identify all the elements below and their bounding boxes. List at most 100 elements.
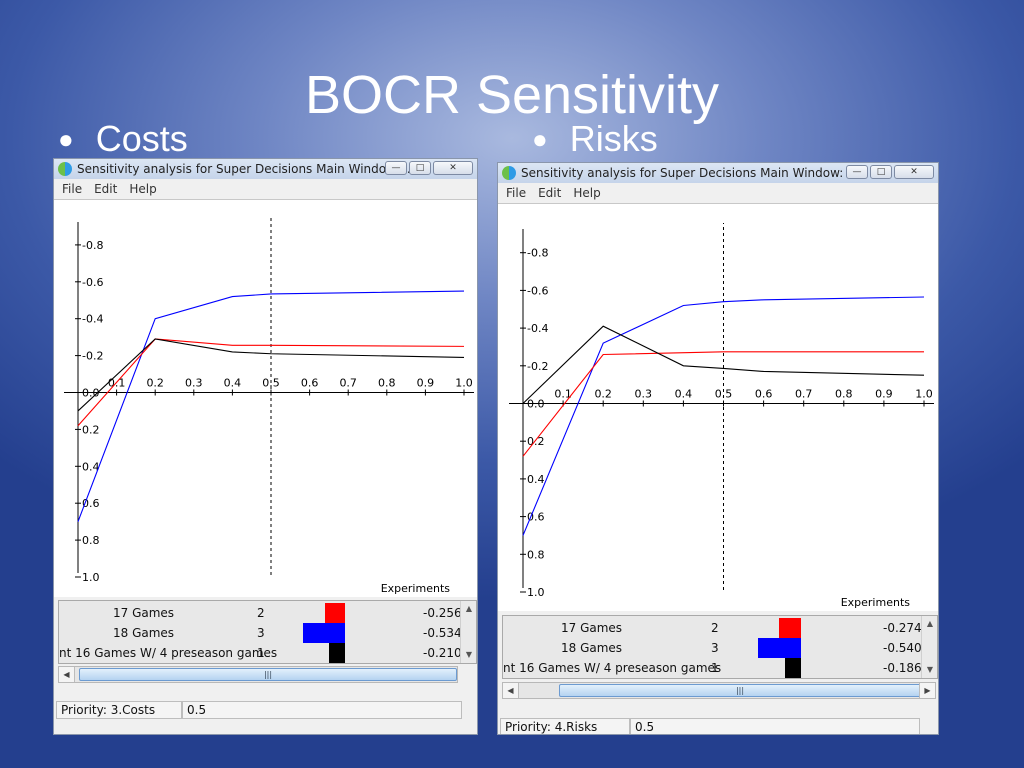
y-tick-label: 1.0 bbox=[82, 571, 100, 584]
legend-num: 3 bbox=[257, 626, 265, 640]
legend-value: -0.540 bbox=[883, 641, 922, 655]
sensitivity-window-costs: Sensitivity analysis for Super Decisions… bbox=[53, 158, 478, 735]
horizontal-scrollbar[interactable]: ◀ ||| bbox=[58, 666, 458, 683]
y-tick-label: -0.2 bbox=[82, 350, 103, 363]
legend-num: 2 bbox=[711, 621, 719, 635]
legend-label: 18 Games bbox=[561, 641, 623, 655]
bullet-risks: ● Risks bbox=[532, 118, 658, 160]
legend-row[interactable]: 18 Games 3 -0.534 bbox=[59, 623, 462, 643]
x-axis-label: Experiments bbox=[381, 582, 451, 595]
legend-label: 17 Games bbox=[561, 621, 623, 635]
legend-row[interactable]: nt 16 Games W/ 4 preseason games 1 -0.18… bbox=[503, 658, 922, 678]
menu-help[interactable]: Help bbox=[573, 186, 601, 200]
legend-swatch-blue bbox=[303, 623, 345, 643]
series-line-1 bbox=[522, 351, 924, 457]
x-tick-label: 0.9 bbox=[417, 377, 435, 390]
series-line-0 bbox=[77, 290, 465, 522]
menu-bar: File Edit Help bbox=[498, 183, 938, 203]
slide-title: BOCR Sensitivity bbox=[304, 65, 720, 125]
menu-file[interactable]: File bbox=[62, 182, 83, 196]
legend-vertical-scrollbar[interactable]: ▲ ▼ bbox=[921, 616, 937, 678]
y-tick-label: -0.8 bbox=[82, 239, 103, 252]
menu-edit[interactable]: Edit bbox=[538, 186, 562, 200]
x-tick-label: 0.2 bbox=[146, 377, 164, 390]
legend-num: 1 bbox=[711, 661, 719, 675]
y-tick-label: 0.4 bbox=[82, 460, 100, 473]
legend-label: nt 16 Games W/ 4 preseason games bbox=[503, 661, 722, 675]
sensitivity-plot-area[interactable]: 1.0 0.8 0.6 0.4 0.2 0.0 -0.2 -0.4 -0.6 -0.8 0.1 0.2… bbox=[498, 203, 938, 611]
menu-file[interactable]: File bbox=[506, 186, 527, 200]
x-tick-label: 0.6 bbox=[755, 388, 773, 401]
bullet-dot-icon: ● bbox=[58, 123, 74, 154]
x-tick-label: 0.3 bbox=[185, 377, 203, 390]
maximize-icon[interactable]: □ bbox=[409, 161, 431, 175]
legend-value: -0.210 bbox=[423, 646, 462, 660]
legend-row[interactable]: 17 Games 2 -0.256 bbox=[59, 603, 462, 623]
menu-bar: File Edit Help bbox=[54, 179, 477, 199]
bullet-dot-icon: ● bbox=[532, 123, 548, 154]
scrollbar-thumb[interactable]: ||| bbox=[79, 668, 457, 681]
y-tick-label: 0.4 bbox=[527, 473, 545, 486]
legend-swatch-blue bbox=[758, 638, 801, 658]
scroll-left-icon[interactable]: ◀ bbox=[503, 683, 519, 698]
x-axis-label: Experiments bbox=[841, 596, 911, 609]
legend-swatch-red bbox=[779, 618, 801, 638]
bullet-costs: ● Costs bbox=[58, 118, 188, 160]
legend-swatch-red bbox=[325, 603, 345, 623]
x-tick-label: 0.4 bbox=[675, 388, 693, 401]
x-tick-label: 0.6 bbox=[301, 377, 319, 390]
x-tick-label: 0.9 bbox=[875, 388, 893, 401]
close-icon[interactable]: ✕ bbox=[894, 165, 934, 179]
y-tick-label: -0.6 bbox=[527, 284, 548, 297]
scroll-left-icon[interactable]: ◀ bbox=[59, 667, 75, 682]
scroll-up-icon[interactable]: ▲ bbox=[926, 619, 934, 628]
x-tick-label: 0.7 bbox=[795, 388, 813, 401]
maximize-icon[interactable]: □ bbox=[870, 165, 892, 179]
minimize-icon[interactable]: — bbox=[846, 165, 868, 179]
bullet-risks-label: Risks bbox=[569, 118, 658, 159]
menu-edit[interactable]: Edit bbox=[94, 182, 118, 196]
legend-label: 18 Games bbox=[113, 626, 175, 640]
series-line-0 bbox=[522, 296, 925, 536]
legend-panel: 17 Games 2 -0.274 18 Games 3 -0.540 nt 1… bbox=[502, 615, 938, 679]
horizontal-scrollbar[interactable]: ◀ ||| ▶ bbox=[502, 682, 936, 699]
minimize-icon[interactable]: — bbox=[385, 161, 407, 175]
menu-help[interactable]: Help bbox=[129, 182, 157, 196]
y-tick-label: 0.2 bbox=[527, 435, 545, 448]
x-tick-label: 0.2 bbox=[594, 388, 612, 401]
sensitivity-window-risks: Sensitivity analysis for Super Decisions… bbox=[497, 162, 939, 735]
window-title: Sensitivity analysis for Super Decisions… bbox=[77, 162, 415, 176]
scroll-up-icon[interactable]: ▲ bbox=[465, 604, 473, 613]
series-line-1 bbox=[77, 338, 465, 427]
status-bar: Priority: 3.Costs 0.5 bbox=[54, 701, 477, 719]
scroll-down-icon[interactable]: ▼ bbox=[465, 650, 473, 659]
legend-value: -0.186 bbox=[883, 661, 922, 675]
status-priority-value[interactable]: 0.5 bbox=[182, 701, 462, 719]
window-titlebar[interactable]: Sensitivity analysis for Super Decisions… bbox=[54, 159, 477, 179]
status-priority-label: Priority: 3.Costs bbox=[56, 701, 182, 719]
close-icon[interactable]: ✕ bbox=[433, 161, 473, 175]
status-priority-value[interactable]: 0.5 bbox=[630, 718, 920, 734]
sensitivity-plot-area[interactable]: 1.0 0.8 0.6 0.4 0.2 0.0 -0.2 -0.4 -0.6 -0.8 0.1 0.2… bbox=[54, 199, 477, 597]
window-titlebar[interactable]: Sensitivity analysis for Super Decisions… bbox=[498, 163, 938, 183]
scroll-right-icon[interactable]: ▶ bbox=[919, 683, 935, 698]
legend-row[interactable]: nt 16 Games W/ 4 preseason games 1 -0.21… bbox=[59, 643, 462, 663]
legend-row[interactable]: 17 Games 2 -0.274 bbox=[503, 618, 922, 638]
legend-num: 1 bbox=[257, 646, 265, 660]
x-tick-label: 0.3 bbox=[635, 388, 653, 401]
legend-row[interactable]: 18 Games 3 -0.540 bbox=[503, 638, 922, 658]
status-bar: Priority: 4.Risks 0.5 bbox=[498, 718, 938, 734]
scrollbar-thumb[interactable]: ||| bbox=[559, 684, 921, 697]
x-tick-label: 0.5 bbox=[715, 388, 733, 401]
legend-value: -0.274 bbox=[883, 621, 922, 635]
y-tick-label: -0.8 bbox=[527, 247, 548, 260]
legend-panel: 17 Games 2 -0.256 18 Games 3 -0.534 nt 1… bbox=[58, 600, 477, 664]
legend-num: 3 bbox=[711, 641, 719, 655]
x-tick-label: 1.0 bbox=[455, 377, 473, 390]
y-tick-label: -0.4 bbox=[82, 313, 103, 326]
y-tick-label: 0.8 bbox=[82, 534, 100, 547]
legend-vertical-scrollbar[interactable]: ▲ ▼ bbox=[460, 601, 476, 663]
x-tick-label: 1.0 bbox=[915, 388, 933, 401]
scroll-down-icon[interactable]: ▼ bbox=[926, 665, 934, 674]
status-priority-label: Priority: 4.Risks bbox=[500, 718, 630, 734]
